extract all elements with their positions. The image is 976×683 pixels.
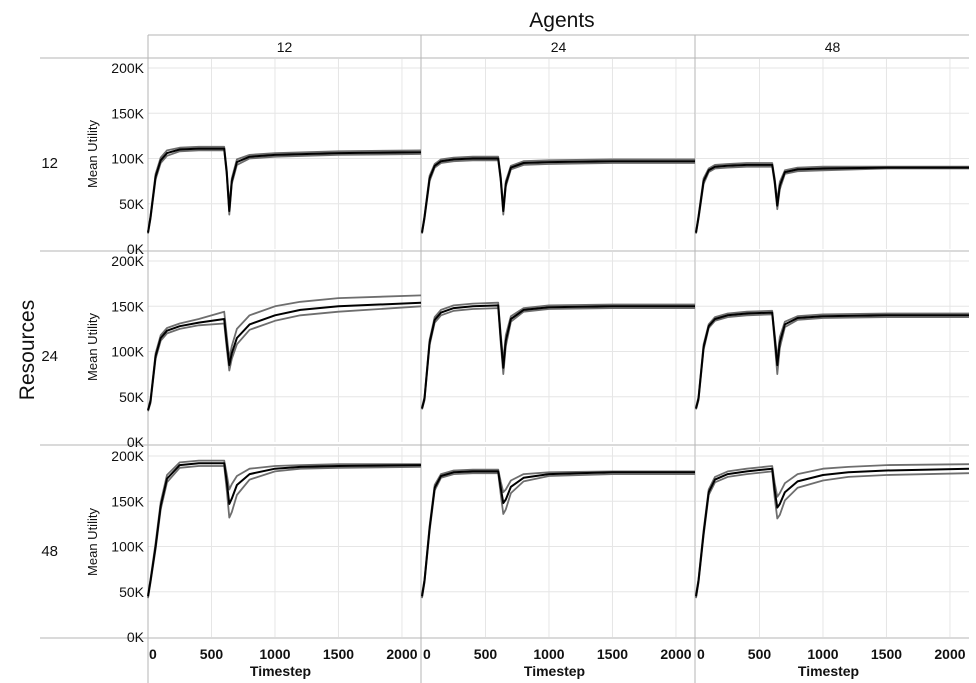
y-tick-label: 200K	[111, 60, 144, 76]
x-axis-label: Timestep	[798, 663, 859, 679]
series-line-bound	[695, 313, 969, 410]
x-tick-label: 1000	[259, 646, 290, 662]
y-tick-label: 200K	[111, 253, 144, 269]
series-line-mean	[421, 470, 695, 597]
grid-layer	[148, 59, 969, 637]
x-tick-label: 500	[748, 646, 772, 662]
x-tick-label: 500	[200, 646, 224, 662]
series-line-bound	[421, 472, 695, 599]
series-line-mean	[695, 467, 970, 597]
x-axis-label: Timestep	[524, 663, 585, 679]
frame-layer	[40, 34, 969, 683]
series-line-bound	[421, 155, 695, 232]
series-line-bound	[421, 468, 695, 595]
series-line-bound	[695, 162, 969, 232]
label-layer: Agents Resources 12 24 48 12 Mean Utility 0K 5…	[16, 9, 966, 679]
series-line-bound	[695, 309, 969, 408]
y-tick-label: 150K	[111, 105, 144, 121]
row-header-title: Resources	[16, 300, 39, 400]
series-line-bound	[695, 463, 970, 595]
series-line-bound	[147, 149, 422, 234]
series-line-mean	[421, 304, 695, 409]
series-line-bound	[421, 301, 695, 408]
y-axis-label: Mean Utility	[85, 313, 100, 381]
x-tick-label: 1000	[807, 646, 838, 662]
column-header-12: 12	[277, 39, 293, 55]
y-tick-label: 100K	[111, 151, 144, 167]
y-axis-label: Mean Utility	[85, 120, 100, 188]
y-tick-label: 200K	[111, 448, 144, 464]
y-tick-label: 150K	[111, 493, 144, 509]
column-header-48: 48	[825, 39, 841, 55]
series-line-mean	[695, 311, 969, 409]
x-tick-label: 2000	[386, 646, 417, 662]
y-tick-label: 50K	[119, 389, 145, 405]
x-tick-label: 1500	[323, 646, 354, 662]
x-tick-label: 500	[474, 646, 498, 662]
y-tick-label: 0K	[127, 629, 145, 645]
row-header-12: 12	[41, 155, 58, 172]
column-header-title: Agents	[529, 9, 594, 32]
x-axis-label: Timestep	[250, 663, 311, 679]
y-tick-label: 50K	[119, 196, 145, 212]
x-tick-label: 0	[697, 646, 705, 662]
row-header-24: 24	[41, 348, 58, 365]
row-header-48: 48	[41, 543, 58, 560]
x-tick-label: 0	[423, 646, 431, 662]
series-line-bound	[695, 470, 970, 599]
y-tick-label: 100K	[111, 344, 144, 360]
x-tick-label: 2000	[934, 646, 965, 662]
x-tick-label: 1500	[871, 646, 902, 662]
y-tick-label: 0K	[127, 434, 145, 450]
series-line-bound	[695, 165, 969, 234]
y-tick-label: 100K	[111, 539, 144, 555]
x-tick-label: 1000	[533, 646, 564, 662]
x-tick-label: 0	[149, 646, 157, 662]
series-line-bound	[421, 159, 695, 234]
x-tick-label: 1500	[597, 646, 628, 662]
series-line-mean	[421, 157, 695, 233]
series-layer	[147, 145, 970, 599]
y-tick-label: 50K	[119, 584, 145, 600]
y-axis-label: Mean Utility	[85, 508, 100, 576]
y-tick-label: 150K	[111, 298, 144, 314]
series-line-mean	[147, 147, 422, 233]
series-line-bound	[147, 459, 421, 595]
series-line-bound	[147, 465, 422, 599]
series-line-mean	[147, 462, 422, 597]
column-header-24: 24	[551, 39, 567, 55]
series-line-mean	[147, 301, 422, 411]
series-line-bound	[421, 307, 695, 410]
series-line-bound	[147, 145, 422, 232]
series-line-mean	[695, 163, 969, 233]
y-tick-label: 0K	[127, 241, 145, 257]
x-tick-label: 2000	[660, 646, 691, 662]
